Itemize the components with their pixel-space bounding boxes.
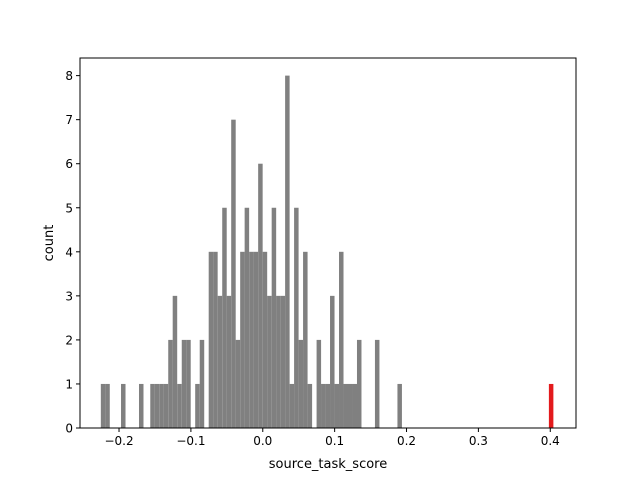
x-tick-label: 0.4 xyxy=(541,434,560,448)
histogram-bar xyxy=(334,383,340,428)
x-tick-label: 0.3 xyxy=(469,434,488,448)
histogram-bar xyxy=(352,383,358,428)
y-tick-label: 8 xyxy=(65,69,73,83)
y-tick-label: 2 xyxy=(65,333,73,347)
histogram-bar xyxy=(235,339,241,428)
histogram-bar xyxy=(181,339,187,428)
y-axis-ticks: 0 1 2 3 4 5 6 7 8 xyxy=(65,69,80,436)
histogram-bar xyxy=(374,339,380,428)
histogram-bar xyxy=(321,383,326,428)
bars-group xyxy=(100,75,554,429)
histogram-bar xyxy=(303,251,308,428)
histogram-bar xyxy=(307,383,313,428)
histogram-bar xyxy=(208,251,214,428)
histogram-bar xyxy=(343,383,349,428)
histogram-bar xyxy=(280,295,286,428)
x-tick-label: 0.0 xyxy=(253,434,272,448)
histogram-bar xyxy=(213,251,218,428)
x-tick-label: 0.1 xyxy=(325,434,344,448)
histogram-bar xyxy=(121,383,126,428)
histogram-bar xyxy=(348,383,353,428)
histogram-bar xyxy=(163,383,169,428)
y-tick-label: 1 xyxy=(65,377,73,391)
histogram-bar xyxy=(244,207,250,428)
histogram-bar xyxy=(285,75,290,429)
histogram-bar xyxy=(105,383,110,428)
histogram-bar xyxy=(226,295,232,428)
x-axis-label: source_task_score xyxy=(269,457,387,472)
histogram-bar xyxy=(548,383,554,428)
histogram-bar xyxy=(271,207,277,428)
histogram-bar xyxy=(217,295,223,428)
histogram-bar xyxy=(195,383,200,428)
histogram-bar xyxy=(289,383,295,428)
histogram-bar xyxy=(325,383,331,428)
histogram-bar xyxy=(298,339,304,428)
histogram-bar xyxy=(276,295,281,428)
histogram-bar xyxy=(150,383,155,428)
y-tick-label: 5 xyxy=(65,201,73,215)
histogram-bar xyxy=(397,383,402,428)
histogram-bar xyxy=(356,339,362,428)
histogram-bar xyxy=(267,295,272,428)
histogram-bar xyxy=(199,339,205,428)
histogram-bar xyxy=(222,207,227,428)
histogram-bar xyxy=(186,339,191,428)
histogram-bar xyxy=(138,383,144,428)
histogram-bar xyxy=(172,295,178,428)
histogram-bar xyxy=(253,251,259,428)
histogram-bar xyxy=(249,251,254,428)
histogram-bar xyxy=(154,383,160,428)
x-tick-label: −0.1 xyxy=(176,434,205,448)
y-tick-label: 3 xyxy=(65,289,73,303)
x-axis-ticks: −0.2 −0.1 0.0 0.1 0.2 0.3 0.4 xyxy=(104,428,560,448)
histogram-bar xyxy=(231,119,236,429)
histogram-bar xyxy=(100,383,106,428)
histogram-bar xyxy=(262,251,268,428)
x-tick-label: 0.2 xyxy=(397,434,416,448)
y-tick-label: 7 xyxy=(65,113,73,127)
histogram-bar xyxy=(177,383,182,428)
histogram-bar xyxy=(339,251,344,428)
histogram-bar xyxy=(240,251,245,428)
x-tick-label: −0.2 xyxy=(104,434,133,448)
y-tick-label: 0 xyxy=(65,422,73,436)
histogram-bar xyxy=(330,295,335,428)
histogram-bar xyxy=(294,207,299,428)
histogram-bar xyxy=(316,339,322,428)
histogram-bar xyxy=(159,383,164,428)
histogram-bar xyxy=(258,163,263,428)
histogram-bar xyxy=(168,339,173,428)
y-tick-label: 6 xyxy=(65,157,73,171)
y-tick-label: 4 xyxy=(65,245,73,259)
y-axis-label: count xyxy=(42,225,57,262)
plot-frame xyxy=(79,57,577,429)
